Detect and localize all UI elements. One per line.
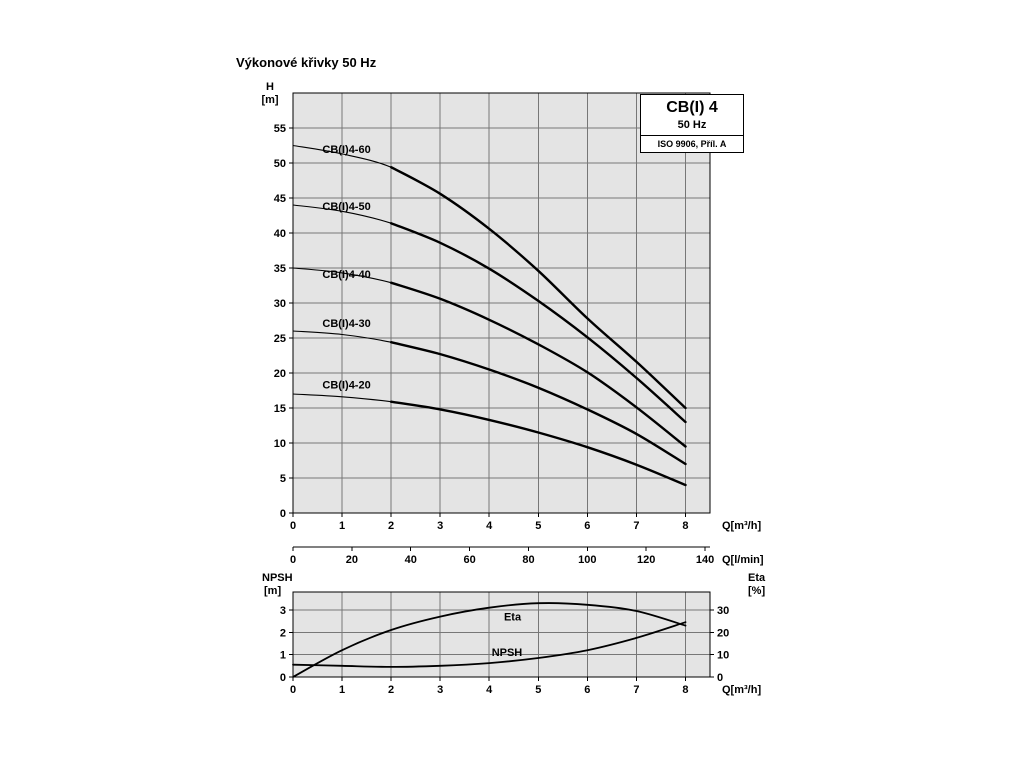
right-tick-label: 20 bbox=[717, 627, 729, 639]
x2-tick-label: 120 bbox=[637, 554, 655, 566]
x-tick-label: 3 bbox=[437, 520, 443, 532]
x-axis-unit-label: Q[m³/h] bbox=[722, 684, 761, 696]
npsh-eta-chart: 0 1 2 3 4 5 6 7 801230102030Q[m³/h]NPSH[m]Eta[%]… bbox=[262, 572, 766, 696]
x-tick-label: 5 bbox=[535, 684, 541, 696]
x2-tick-label: 20 bbox=[346, 554, 358, 566]
curve-CB(I)4-40 bbox=[389, 281, 687, 448]
x-tick-label: 8 bbox=[682, 684, 688, 696]
curve-label: CB(I)4-60 bbox=[322, 144, 370, 156]
y-tick-label: 35 bbox=[274, 263, 286, 275]
x2-tick-label: 60 bbox=[463, 554, 475, 566]
curve-label: CB(I)4-50 bbox=[322, 201, 370, 213]
y-axis-unit-label: H bbox=[266, 81, 274, 93]
curve-CB(I)4-50 bbox=[389, 222, 687, 424]
curve-CB(I)4-20 bbox=[389, 400, 687, 487]
curve-label: CB(I)4-40 bbox=[322, 269, 370, 281]
x2-tick-label: 40 bbox=[405, 554, 417, 566]
right-tick-label: 0 bbox=[717, 672, 723, 684]
x-tick-label: 1 bbox=[339, 684, 345, 696]
curve-NPSH bbox=[292, 621, 687, 668]
x-tick-label: 4 bbox=[486, 520, 493, 532]
y-tick-label: 30 bbox=[274, 298, 286, 310]
x-tick-label: 3 bbox=[437, 684, 443, 696]
curve-CB(I)4-60 bbox=[389, 166, 687, 410]
x-tick-label: 6 bbox=[584, 684, 590, 696]
right-axis-unit-label: [%] bbox=[748, 585, 765, 597]
pump-model-label: CB(I) 4 bbox=[666, 99, 718, 116]
y-tick-label: 25 bbox=[274, 333, 286, 345]
y-tick-label: 40 bbox=[274, 228, 286, 240]
left-tick-label: 1 bbox=[280, 650, 286, 662]
y-tick-label: 15 bbox=[274, 403, 286, 415]
x-tick-label: 2 bbox=[388, 520, 394, 532]
x2-tick-label: 80 bbox=[522, 554, 534, 566]
x2-tick-label: 0 bbox=[290, 554, 296, 566]
x-axis-unit-label: Q[m³/h] bbox=[722, 520, 761, 532]
y-tick-label: 45 bbox=[274, 193, 286, 205]
info-box: CB(I) 4 50 Hz ISO 9906, Příl. A bbox=[640, 94, 744, 153]
curve-Eta bbox=[292, 602, 687, 678]
right-tick-label: 10 bbox=[717, 650, 729, 662]
x-tick-label: 1 bbox=[339, 520, 345, 532]
x-tick-label: 5 bbox=[535, 520, 541, 532]
left-tick-label: 0 bbox=[280, 672, 286, 684]
x2-tick-label: 100 bbox=[578, 554, 596, 566]
x-tick-label: 4 bbox=[486, 684, 493, 696]
left-axis-unit-label: NPSH bbox=[262, 572, 293, 584]
page-title: Výkonové křivky 50 Hz bbox=[236, 55, 377, 70]
y-tick-label: 55 bbox=[274, 123, 286, 135]
x2-tick-label: 140 bbox=[696, 554, 714, 566]
x-tick-label: 6 bbox=[584, 520, 590, 532]
y-tick-label: 10 bbox=[274, 438, 286, 450]
plot-border bbox=[292, 591, 711, 678]
left-axis-unit-label: [m] bbox=[264, 585, 281, 597]
pump-standard-label: ISO 9906, Příl. A bbox=[641, 135, 743, 152]
curve-label: CB(I)4-30 bbox=[322, 318, 370, 330]
x2-axis-unit-label: Q[l/min] bbox=[722, 554, 764, 566]
y-tick-label: 5 bbox=[280, 473, 286, 485]
curve-CB(I)4-30 bbox=[389, 341, 687, 466]
right-axis-unit-label: Eta bbox=[748, 572, 766, 584]
x-tick-label: 7 bbox=[633, 520, 639, 532]
left-tick-label: 3 bbox=[280, 605, 286, 617]
curve-label: CB(I)4-20 bbox=[322, 379, 370, 391]
y-tick-label: 50 bbox=[274, 158, 286, 170]
x-tick-label: 7 bbox=[633, 684, 639, 696]
left-tick-label: 2 bbox=[280, 627, 286, 639]
curve-label: Eta bbox=[504, 612, 522, 624]
x-tick-label: 0 bbox=[290, 520, 296, 532]
x-tick-label: 8 bbox=[682, 520, 688, 532]
x-tick-label: 2 bbox=[388, 684, 394, 696]
right-tick-label: 30 bbox=[717, 605, 729, 617]
pump-frequency-label: 50 Hz bbox=[677, 119, 707, 131]
x-tick-label: 0 bbox=[290, 684, 296, 696]
y-tick-label: 20 bbox=[274, 368, 286, 380]
curve-label: NPSH bbox=[492, 647, 523, 659]
y-tick-label: 0 bbox=[280, 508, 286, 520]
y-axis-unit-label: [m] bbox=[261, 94, 278, 106]
hq-chart: 0 1 2 3 4 5 6 7 80510152025303540455055Q[m³/h]H[… bbox=[261, 81, 763, 566]
